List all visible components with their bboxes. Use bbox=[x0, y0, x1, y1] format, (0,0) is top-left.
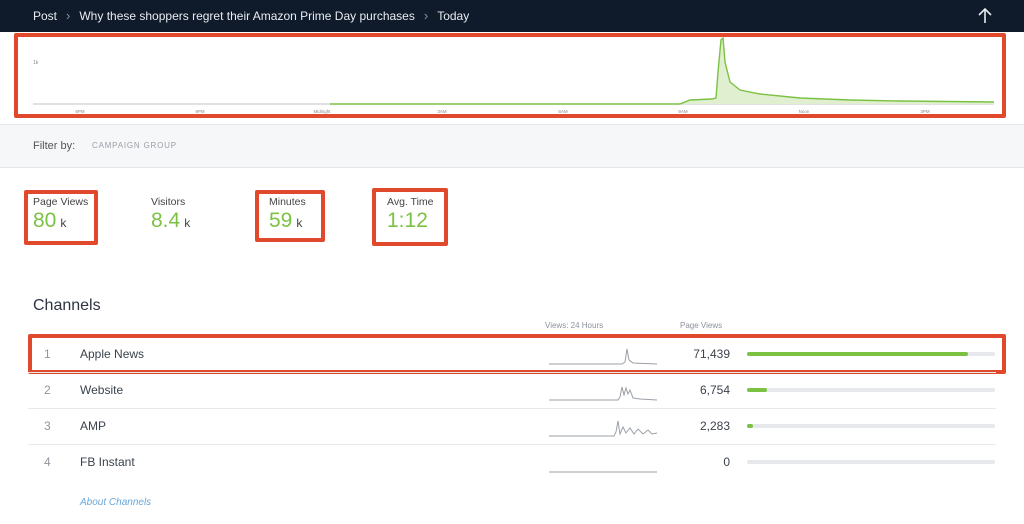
share-bar bbox=[747, 388, 995, 392]
row-index: 4 bbox=[44, 455, 51, 469]
metric-value: 8.4 bbox=[151, 209, 181, 232]
share-bar-fill bbox=[747, 388, 767, 392]
share-bar-fill bbox=[747, 352, 968, 356]
metric-unit: k bbox=[60, 216, 67, 230]
timeline-y-label: 1k bbox=[33, 60, 39, 66]
divider bbox=[0, 124, 1024, 125]
timeline-x-label: 6PM bbox=[75, 109, 85, 114]
sparkline bbox=[549, 420, 658, 437]
row-index: 1 bbox=[44, 347, 51, 361]
share-bar-fill bbox=[747, 424, 754, 428]
arrow-up-icon[interactable] bbox=[976, 6, 994, 26]
channel-page-views: 71,439 bbox=[693, 347, 730, 361]
metric-value: 80 bbox=[33, 209, 57, 232]
sparkline bbox=[549, 386, 658, 401]
about-channels-link[interactable]: About Channels bbox=[80, 497, 152, 508]
timeline-x-label: 9AM bbox=[678, 109, 688, 114]
row-divider bbox=[28, 408, 996, 409]
share-bar bbox=[747, 352, 995, 356]
traffic-timeline: 1k 6PM 9PM Midnight 3AM 6AM 9AM Noon 3PM bbox=[0, 32, 1024, 120]
top-nav-bar: Post › Why these shoppers regret their A… bbox=[0, 0, 1024, 32]
channel-row-amp[interactable]: 3 AMP 2,283 bbox=[28, 408, 1000, 444]
metric-value: 1:12 bbox=[387, 209, 428, 232]
metric-label: Minutes bbox=[269, 196, 306, 208]
metric-label: Avg. Time bbox=[387, 196, 434, 208]
breadcrumb: Post › Why these shoppers regret their A… bbox=[33, 9, 469, 23]
channel-name: AMP bbox=[80, 419, 107, 433]
divider bbox=[0, 167, 1024, 168]
metric-unit: k bbox=[296, 216, 303, 230]
timeline-x-label: 6AM bbox=[558, 109, 568, 114]
row-index: 3 bbox=[44, 419, 51, 433]
filter-bar: Filter by: CAMPAIGN GROUP bbox=[0, 125, 1024, 167]
metric-avg-time: Avg. Time 1:12 bbox=[387, 196, 434, 233]
column-header-page-views: Page Views bbox=[680, 321, 723, 330]
metric-label: Page Views bbox=[33, 196, 89, 208]
share-bar bbox=[747, 460, 995, 464]
channel-name: FB Instant bbox=[80, 455, 135, 469]
channel-row-website[interactable]: 2 Website 6,754 bbox=[28, 372, 1000, 408]
timeline-chart: 1k 6PM 9PM Midnight 3AM 6AM 9AM Noon 3PM bbox=[33, 36, 995, 114]
timeline-x-label: 3AM bbox=[437, 109, 447, 114]
breadcrumb-today[interactable]: Today bbox=[437, 9, 470, 23]
row-divider bbox=[28, 444, 996, 445]
filter-label: Filter by: bbox=[33, 140, 76, 152]
share-bar bbox=[747, 424, 995, 428]
sparkline bbox=[549, 348, 658, 365]
channel-page-views: 2,283 bbox=[699, 419, 730, 433]
channel-row-fb-instant[interactable]: 4 FB Instant 0 bbox=[28, 444, 1000, 480]
row-divider bbox=[28, 372, 996, 373]
chevron-right-icon: › bbox=[423, 8, 429, 23]
metric-visitors: Visitors 8.4 k bbox=[151, 196, 190, 233]
breadcrumb-article[interactable]: Why these shoppers regret their Amazon P… bbox=[79, 9, 415, 23]
breadcrumb-post[interactable]: Post bbox=[33, 9, 58, 23]
sparkline bbox=[549, 471, 657, 473]
column-header-sparkline: Views: 24 Hours bbox=[545, 321, 604, 330]
metric-label: Visitors bbox=[151, 196, 186, 208]
timeline-x-label: Midnight bbox=[313, 109, 331, 114]
metric-value: 59 bbox=[269, 209, 293, 232]
timeline-x-label: Noon bbox=[799, 109, 810, 114]
timeline-x-label: 9PM bbox=[195, 109, 205, 114]
metric-page-views: Page Views 80 k bbox=[33, 196, 88, 233]
channel-row-apple-news[interactable]: 1 Apple News 71,439 bbox=[28, 336, 1000, 372]
channel-page-views: 0 bbox=[723, 455, 730, 469]
channel-name: Apple News bbox=[80, 347, 145, 361]
campaign-group-filter[interactable]: CAMPAIGN GROUP bbox=[92, 141, 177, 150]
metric-unit: k bbox=[184, 216, 191, 230]
channel-page-views: 6,754 bbox=[699, 383, 730, 397]
metric-minutes: Minutes 59 k bbox=[269, 196, 306, 233]
timeline-x-label: 3PM bbox=[920, 109, 930, 114]
row-index: 2 bbox=[44, 383, 51, 397]
chevron-right-icon: › bbox=[66, 8, 71, 23]
channel-name: Website bbox=[80, 383, 124, 397]
channels-title: Channels bbox=[33, 297, 101, 314]
